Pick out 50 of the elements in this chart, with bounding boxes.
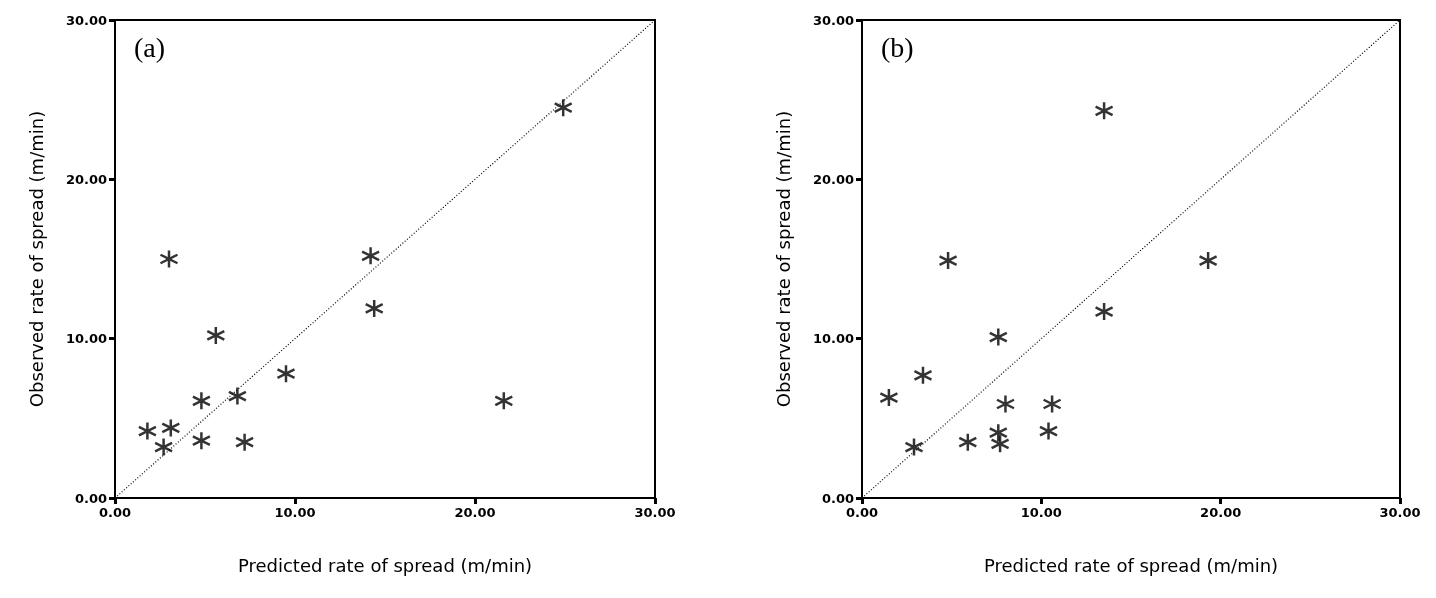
point	[191, 430, 212, 451]
x-tick-label: 0.00	[845, 505, 879, 520]
point	[938, 250, 958, 271]
point	[988, 422, 1009, 443]
point	[161, 418, 181, 438]
point	[360, 246, 381, 266]
point	[904, 437, 924, 457]
y-axis-title: Observed rate of spread (m/min)	[772, 110, 794, 408]
y-tick-label: 20.00	[65, 171, 107, 187]
x-axis-title: Predicted rate of spread (m/min)	[983, 554, 1279, 576]
point	[988, 327, 1009, 347]
x-tick-label: 20.00	[454, 505, 496, 520]
point	[276, 363, 296, 384]
x-tick-label: 30.00	[1379, 505, 1421, 520]
y-tick-label: 10.00	[65, 331, 107, 347]
point	[913, 365, 933, 386]
point	[1094, 101, 1114, 121]
point	[1038, 421, 1059, 441]
x-tick-label: 20.00	[1200, 505, 1242, 520]
point	[995, 394, 1016, 414]
point	[153, 437, 174, 457]
point	[227, 386, 248, 406]
chart-title: (a)	[134, 31, 166, 63]
y-tick-label: 10.00	[812, 331, 854, 347]
point	[1094, 301, 1114, 322]
point	[234, 432, 255, 452]
point	[159, 249, 179, 269]
point	[137, 421, 158, 441]
x-tick-label: 0.00	[98, 505, 132, 520]
y-tick-label: 20.00	[812, 171, 854, 187]
y-tick-label: 0.00	[821, 490, 854, 506]
point	[1042, 394, 1062, 414]
point	[879, 387, 899, 408]
point	[553, 97, 573, 118]
chart-title: (b)	[881, 31, 914, 63]
y-tick-label: 30.00	[812, 12, 854, 28]
point	[958, 432, 978, 452]
point	[364, 298, 384, 319]
point	[191, 391, 212, 411]
x-tick-label: 30.00	[634, 505, 676, 520]
x-tick-label: 10.00	[274, 505, 316, 520]
point	[206, 325, 226, 346]
point	[990, 434, 1010, 454]
y-axis-title: Observed rate of spread (m/min)	[25, 110, 47, 408]
point	[494, 391, 514, 411]
y-tick-label: 0.00	[74, 490, 107, 506]
point	[1198, 250, 1218, 271]
x-tick-label: 10.00	[1020, 505, 1062, 520]
y-tick-label: 30.00	[65, 12, 107, 28]
x-axis-title: Predicted rate of spread (m/min)	[237, 554, 533, 576]
